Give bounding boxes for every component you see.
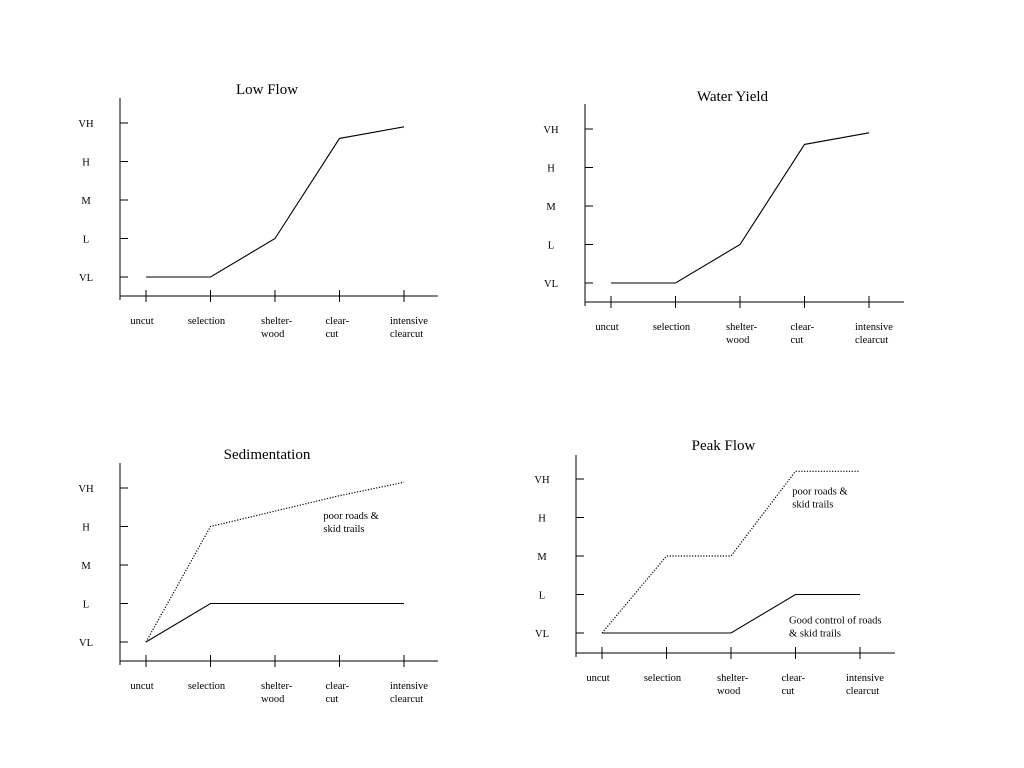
annotation-poor-roads: poor roads & skid trails — [792, 486, 847, 510]
chart-low-flow: Low Flow VL L M H VH uncut selection shelter-woo… — [78, 82, 438, 340]
y-tick-label-m: M — [537, 552, 547, 563]
x-tick-label-clear-cut: clear-cut — [782, 673, 806, 697]
x-tick-label-shelter-wood: shelter-wood — [726, 322, 758, 346]
x-tick-label-clear-cut: clear-cut — [326, 681, 350, 705]
chart-water-yield: Water Yield VL L M H VH uncut selection shelter-… — [543, 89, 904, 346]
y-tick-label-l: L — [83, 600, 89, 611]
y-tick-label-h: H — [82, 158, 90, 169]
series-line-solid — [611, 132, 870, 284]
x-tick-label-intensive-clearcut: intensive clearcut — [390, 681, 428, 705]
x-tick-label-selection: selection — [188, 681, 226, 692]
x-tick-label-shelter-wood: shelter-wood — [717, 673, 749, 697]
y-tick-label-vl: VL — [79, 273, 93, 284]
y-tick-label-vh: VH — [78, 119, 94, 130]
y-tick-label-m: M — [81, 561, 91, 572]
x-tick-label-intensive-clearcut: intensive clearcut — [390, 316, 428, 340]
chart-title: Sedimentation — [224, 447, 311, 463]
x-tick-label-clear-cut: clear-cut — [326, 316, 350, 340]
y-tick-label-m: M — [81, 196, 91, 207]
annotation-good-control-of-roads: Good control of roads & skid trails — [789, 615, 881, 639]
chart-title: Peak Flow — [692, 438, 756, 454]
x-tick-label-selection: selection — [653, 322, 691, 333]
x-tick-label-uncut: uncut — [130, 316, 153, 327]
chart-title: Low Flow — [236, 82, 298, 98]
annotation-poor-roads: poor roads & skid trails — [323, 511, 378, 535]
y-tick-label-vl: VL — [544, 279, 558, 290]
y-tick-label-h: H — [82, 523, 90, 534]
y-tick-label-h: H — [547, 164, 555, 175]
x-tick-label-shelter-wood: shelter-wood — [261, 681, 293, 705]
y-tick-label-l: L — [539, 591, 545, 602]
series-line-dotted — [145, 481, 405, 643]
y-tick-label-h: H — [538, 514, 546, 525]
y-tick-label-m: M — [546, 202, 556, 213]
y-tick-label-vh: VH — [78, 484, 94, 495]
y-tick-label-vl: VL — [79, 638, 93, 649]
series-line-solid — [146, 126, 405, 278]
x-tick-label-selection: selection — [188, 316, 226, 327]
y-tick-label-l: L — [83, 235, 89, 246]
y-tick-label-l: L — [548, 241, 554, 252]
series-line-solid — [145, 602, 404, 643]
y-tick-label-vh: VH — [534, 475, 550, 486]
x-tick-label-selection: selection — [644, 673, 682, 684]
x-tick-label-uncut: uncut — [595, 322, 618, 333]
x-tick-label-intensive-clearcut: intensive clearcut — [855, 322, 893, 346]
x-tick-label-intensive-clearcut: intensive clearcut — [846, 673, 884, 697]
x-tick-label-shelter-wood: shelter-wood — [261, 316, 293, 340]
y-tick-label-vh: VH — [543, 125, 559, 136]
x-tick-label-clear-cut: clear-cut — [791, 322, 815, 346]
x-tick-label-uncut: uncut — [586, 673, 609, 684]
chart-sedimentation: Sedimentation VL L M H VH uncut selection shelte… — [78, 447, 438, 705]
x-tick-label-uncut: uncut — [130, 681, 153, 692]
chart-title: Water Yield — [697, 89, 769, 105]
y-tick-label-vl: VL — [535, 629, 549, 640]
series-line-solid — [602, 593, 860, 634]
chart-peak-flow: Peak Flow VL L M H VH uncut selection shelter-wo… — [534, 438, 895, 697]
